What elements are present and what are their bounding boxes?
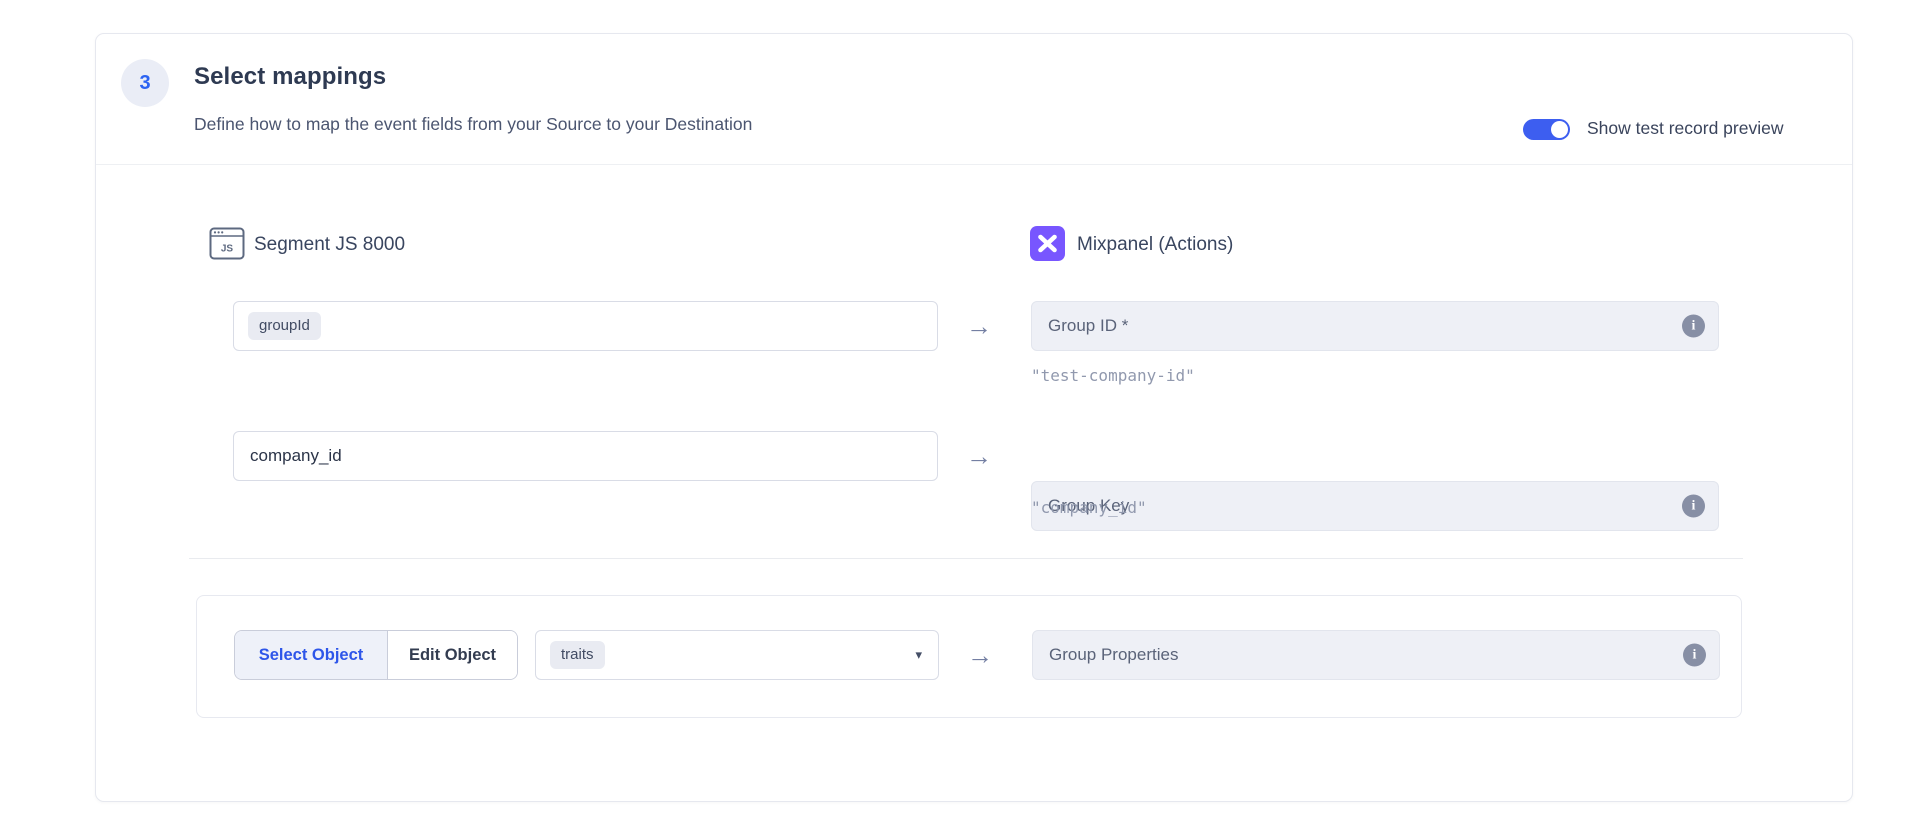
- page-subtitle: Define how to map the event fields from …: [194, 114, 753, 134]
- test-preview-value-2: "company_id": [1031, 498, 1147, 517]
- info-icon[interactable]: i: [1682, 494, 1705, 518]
- js-browser-icon: JS: [209, 227, 245, 265]
- toggle-knob: [1551, 121, 1568, 138]
- test-record-preview-toggle[interactable]: [1523, 119, 1570, 140]
- info-icon[interactable]: i: [1683, 643, 1706, 667]
- arrow-right-icon: →: [966, 441, 992, 471]
- destination-field-label: Group ID *: [1048, 316, 1129, 335]
- chevron-down-icon: ▾: [915, 647, 922, 662]
- test-preview-value-1: "test-company-id": [1031, 366, 1195, 385]
- object-field-dropdown[interactable]: traits ▾: [535, 630, 939, 680]
- info-icon[interactable]: i: [1682, 314, 1705, 338]
- edit-object-button[interactable]: Edit Object: [387, 631, 517, 679]
- source-field-input-2[interactable]: [233, 431, 938, 481]
- svg-text:JS: JS: [221, 244, 234, 255]
- step-number-badge: 3: [121, 59, 169, 107]
- arrow-right-icon: →: [966, 311, 992, 341]
- source-name: Segment JS 8000: [254, 234, 406, 255]
- destination-field-label: Group Key: [1048, 496, 1130, 515]
- toggle-label: Show test record preview: [1587, 118, 1784, 138]
- destination-field-3[interactable]: Group Properties i: [1032, 630, 1720, 680]
- source-field-input-1[interactable]: groupId: [233, 301, 938, 351]
- object-mode-segmented-control: Select Object Edit Object: [234, 630, 518, 680]
- select-object-button[interactable]: Select Object: [235, 631, 387, 679]
- mixpanel-icon: [1030, 226, 1065, 266]
- section-divider: [189, 558, 1743, 559]
- selected-field-chip[interactable]: traits: [550, 641, 605, 669]
- header-divider: [96, 164, 1852, 165]
- destination-field-1[interactable]: Group ID * i: [1031, 301, 1719, 351]
- source-field-text[interactable]: [248, 446, 848, 466]
- source-field-chip[interactable]: groupId: [248, 312, 321, 340]
- arrow-right-icon: →: [967, 640, 993, 670]
- page-title: Select mappings: [194, 63, 387, 90]
- select-mappings-card: 3 Select mappings Define how to map the …: [95, 33, 1853, 802]
- destination-field-2[interactable]: Group Key i: [1031, 481, 1719, 531]
- destination-name: Mixpanel (Actions): [1077, 234, 1234, 255]
- object-mapping-container: Select Object Edit Object traits ▾ → Gro…: [196, 595, 1742, 718]
- destination-field-label: Group Properties: [1049, 645, 1179, 664]
